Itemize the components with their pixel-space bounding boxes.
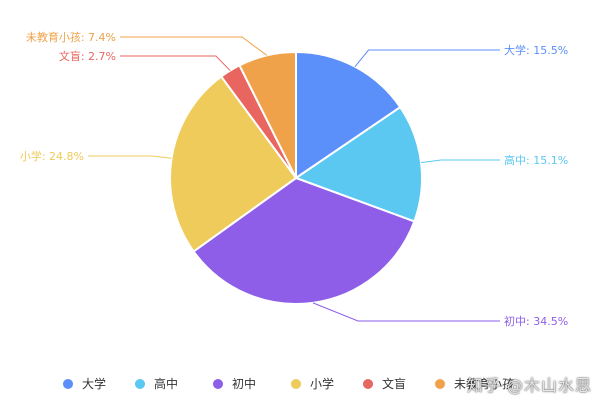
- leader-line-6: [120, 36, 268, 56]
- legend-label-2: 高中: [154, 376, 178, 391]
- legend-marker-3: [213, 379, 223, 389]
- watermark: 知乎 @木山水思: [466, 376, 592, 395]
- legend-item-6[interactable]: 未教育小孩: [435, 376, 514, 391]
- leader-line-1: [354, 49, 500, 67]
- legend-marker-5: [363, 379, 373, 389]
- legend-item-4[interactable]: 小学: [291, 376, 334, 391]
- legend-marker-4: [291, 379, 301, 389]
- slice-label-2: 高中: 15.1%: [504, 153, 568, 167]
- slice-label-3: 初中: 34.5%: [504, 314, 568, 328]
- legend-label-5: 文盲: [382, 376, 406, 391]
- leader-line-3: [312, 302, 500, 322]
- legend-item-1[interactable]: 大学: [63, 376, 106, 391]
- leader-line-2: [420, 159, 500, 164]
- pie-slice-4[interactable]: [169, 75, 297, 253]
- slice-label-5: 文盲: 2.7%: [59, 49, 116, 63]
- legend-label-6: 未教育小孩: [454, 376, 514, 391]
- slice-label-4: 小学: 24.8%: [20, 149, 84, 163]
- legend-item-3[interactable]: 初中: [213, 376, 256, 391]
- leader-line-5: [120, 55, 231, 71]
- slice-label-6: 未教育小孩: 7.4%: [26, 30, 116, 44]
- labels-layer: 大学: 15.5% 高中: 15.1% 初中: 34.5% 小学: 24.8% 文盲: …: [20, 30, 568, 328]
- legend-marker-6: [435, 379, 445, 389]
- pie-slice-6[interactable]: [238, 51, 297, 179]
- legend: 大学 高中 初中 小学 文盲 未教育小孩: [63, 376, 514, 391]
- legend-label-1: 大学: [82, 376, 106, 391]
- leader-line-4: [88, 155, 172, 159]
- legend-marker-1: [63, 379, 73, 389]
- legend-label-4: 小学: [310, 376, 334, 391]
- legend-item-5[interactable]: 文盲: [363, 376, 406, 391]
- leaders-layer: [88, 36, 500, 322]
- legend-marker-2: [135, 379, 145, 389]
- slices-layer: [169, 51, 423, 305]
- legend-label-3: 初中: [232, 376, 256, 391]
- pie-slice-3[interactable]: [192, 177, 416, 305]
- pie-slice-2[interactable]: [295, 106, 423, 223]
- legend-item-2[interactable]: 高中: [135, 376, 178, 391]
- slice-label-1: 大学: 15.5%: [504, 43, 568, 57]
